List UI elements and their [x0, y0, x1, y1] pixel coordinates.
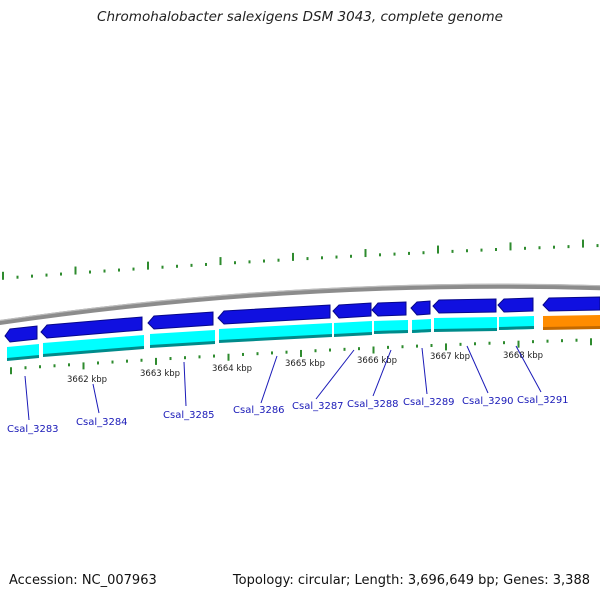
genome-backbone-highlight [0, 283, 600, 322]
gene-bar-edge [7, 355, 39, 361]
gene-label-csal-3290[interactable]: Csal_3290 [462, 396, 514, 407]
cds-arrow[interactable] [40, 316, 143, 339]
kbp-label: 3664 kbp [212, 364, 252, 374]
cds-arrow[interactable] [432, 298, 497, 314]
gene-bar-edge [150, 341, 215, 348]
cds-arrow[interactable] [217, 304, 331, 325]
genome-backbone [0, 283, 600, 326]
leader-line [421, 347, 428, 395]
kbp-label: 3662 kbp [67, 375, 107, 385]
gene-label-csal-3284[interactable]: Csal_3284 [76, 417, 128, 428]
cds-arrow[interactable] [147, 311, 214, 330]
leader-line [466, 345, 489, 394]
kbp-label: 3668 kbp [503, 351, 543, 361]
leader-line [260, 355, 278, 404]
rna-bar[interactable] [543, 315, 600, 329]
leader-line [515, 345, 542, 393]
cds-arrow[interactable] [497, 297, 534, 313]
gene-label-csal-3287[interactable]: Csal_3287 [292, 401, 344, 412]
gene-bar-edge [434, 328, 497, 332]
genome-summary-text: Topology: circular; Length: 3,696,649 bp… [232, 573, 590, 588]
leader-line [92, 383, 100, 414]
gene-label-csal-3288[interactable]: Csal_3288 [347, 399, 399, 410]
gene-label-csal-3286[interactable]: Csal_3286 [233, 405, 285, 416]
kbp-label: 3667 kbp [430, 352, 470, 362]
gene-bar-edge [374, 330, 408, 334]
gene-label-csal-3289[interactable]: Csal_3289 [403, 397, 455, 408]
inner-tick-track [10, 338, 592, 375]
gene-bar[interactable] [334, 321, 372, 336]
gene-label-csal-3285[interactable]: Csal_3285 [163, 410, 215, 421]
kbp-label: 3666 kbp [357, 356, 397, 366]
label-leaders [24, 345, 542, 421]
leader-line [372, 349, 392, 397]
gene-labels: Csal_3283 Csal_3284 Csal_3285 Csal_3286 … [7, 395, 569, 435]
gene-bar-edge [219, 334, 332, 343]
cds-arrow[interactable] [542, 296, 600, 312]
cds-arrow[interactable] [410, 300, 431, 316]
gene-bar-edge [334, 332, 372, 337]
gene-bar[interactable] [434, 317, 497, 331]
kbp-label: 3665 kbp [285, 359, 325, 369]
leader-line [183, 361, 187, 407]
kbp-label: 3663 kbp [140, 369, 180, 379]
rna-bar-edge [543, 326, 600, 330]
gene-track [7, 315, 600, 361]
cds-arrow[interactable] [332, 302, 372, 319]
leader-line [24, 375, 30, 421]
gene-label-csal-3283[interactable]: Csal_3283 [7, 424, 59, 435]
gene-bar[interactable] [43, 335, 144, 356]
gene-bar-edge [499, 326, 534, 330]
gene-label-csal-3291[interactable]: Csal_3291 [517, 395, 569, 406]
gene-bar-edge [43, 346, 144, 357]
outer-tick-track [2, 239, 599, 280]
accession-text: Accession: NC_007963 [9, 573, 157, 588]
gene-bar-edge [412, 329, 431, 333]
cds-track [4, 296, 600, 343]
map-title: Chromohalobacter salexigens DSM 3043, co… [97, 9, 503, 25]
leader-line [315, 349, 355, 400]
cds-arrow[interactable] [371, 301, 407, 317]
kbp-scale: 3662 kbp 3663 kbp 3664 kbp 3665 kbp 3666… [67, 351, 543, 385]
cds-arrow[interactable] [4, 325, 38, 343]
